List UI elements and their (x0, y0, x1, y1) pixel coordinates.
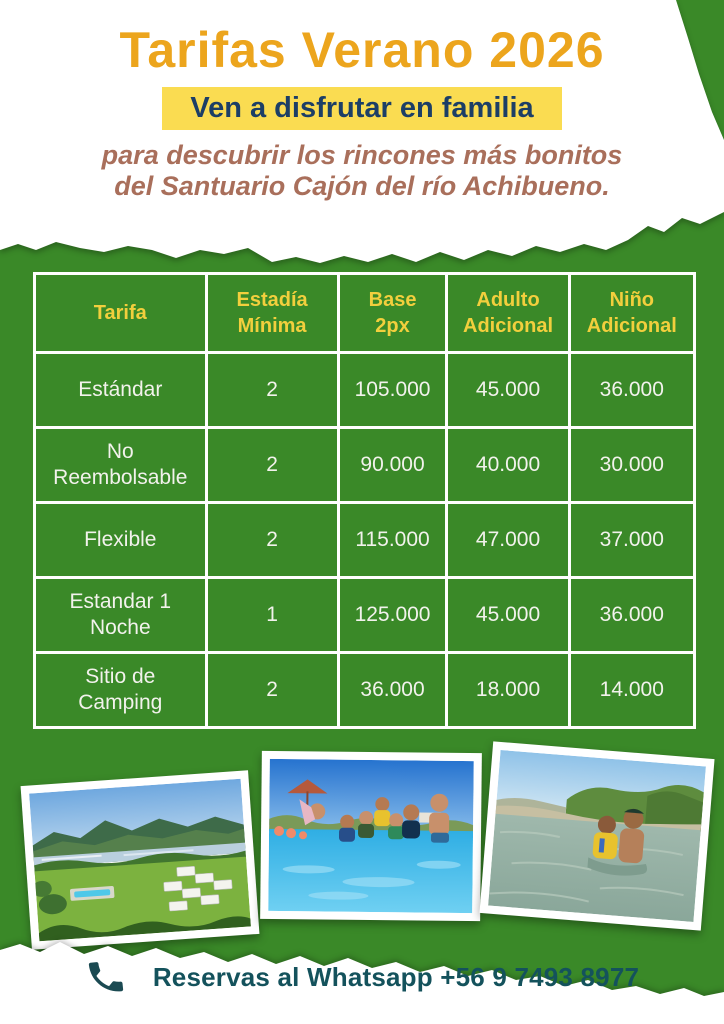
table-cell: Estándar (33, 351, 208, 429)
table-cell: Estandar 1 Noche (33, 576, 208, 654)
table-cell: 40.000 (445, 426, 571, 504)
table-cell: 105.000 (336, 351, 449, 429)
table-cell: 36.000 (567, 576, 697, 654)
table-cell: Sitio de Camping (33, 651, 208, 729)
phone-handset-icon (88, 962, 123, 992)
header-cell: Base 2px (336, 272, 449, 354)
table-cell: Flexible (33, 501, 208, 579)
kids-river-photo (479, 741, 715, 931)
kids-river-image (488, 749, 706, 923)
table-cell: 18.000 (445, 651, 571, 729)
footer: Reservas al Whatsapp +56 9 7493 8977 (0, 956, 724, 998)
table-cell: 14.000 (567, 651, 697, 729)
table-cell: 30.000 (567, 426, 697, 504)
table-cell: 1 (204, 576, 340, 654)
table-cell: 36.000 (567, 351, 697, 429)
table-row: Estandar 1 Noche 1 125.000 45.000 36.000 (33, 576, 697, 654)
table-cell: 2 (204, 426, 340, 504)
table-cell: 2 (204, 351, 340, 429)
family-pool-image (268, 758, 474, 914)
table-cell: 2 (204, 651, 340, 729)
table-cell: 47.000 (445, 501, 571, 579)
table-cell: 115.000 (336, 501, 449, 579)
table-row: Flexible 2 115.000 47.000 37.000 (33, 501, 697, 579)
table-cell: No Reembolsable (33, 426, 208, 504)
header-cell: Niño Adicional (567, 272, 697, 354)
table-row: No Reembolsable 2 90.000 40.000 30.000 (33, 426, 697, 504)
subtitle-line-1: para descubrir los rincones más bonitos (101, 139, 623, 170)
table-cell: 2 (204, 501, 340, 579)
table-cell: 125.000 (336, 576, 449, 654)
poster-title: Tarifas Verano 2026 (119, 22, 605, 78)
header-cell: Tarifa (33, 272, 208, 354)
resort-aerial-image (29, 778, 251, 942)
table-row: Sitio de Camping 2 36.000 18.000 14.000 (33, 651, 697, 729)
table-cell: 45.000 (445, 351, 571, 429)
table-row: Estándar 2 105.000 45.000 36.000 (33, 351, 697, 429)
table-cell: 90.000 (336, 426, 449, 504)
table-header-row: Tarifa Estadía Mínima Base 2px Adulto Adici… (33, 272, 697, 354)
subtitle: para descubrir los rincones más bonitos … (0, 140, 724, 203)
resort-aerial-photo (20, 770, 260, 950)
top-paper-section: Tarifas Verano 2026 Ven a disfrutar en f… (0, 0, 724, 270)
table-cell: 45.000 (445, 576, 571, 654)
banner-highlight: Ven a disfrutar en familia (162, 86, 562, 130)
subtitle-line-2: del Santuario Cajón del río Achibueno. (114, 171, 610, 202)
header-cell: Adulto Adicional (445, 272, 571, 354)
tarifas-table: Tarifa Estadía Mínima Base 2px Adulto Adici… (33, 272, 697, 729)
family-pool-photo (260, 750, 482, 922)
whatsapp-reservation-text: Reservas al Whatsapp +56 9 7493 8977 (152, 961, 640, 992)
table-cell: 37.000 (567, 501, 697, 579)
top-paper: Tarifas Verano 2026 Ven a disfrutar en f… (0, 0, 724, 263)
table-cell: 36.000 (336, 651, 449, 729)
header-cell: Estadía Mínima (204, 272, 340, 354)
